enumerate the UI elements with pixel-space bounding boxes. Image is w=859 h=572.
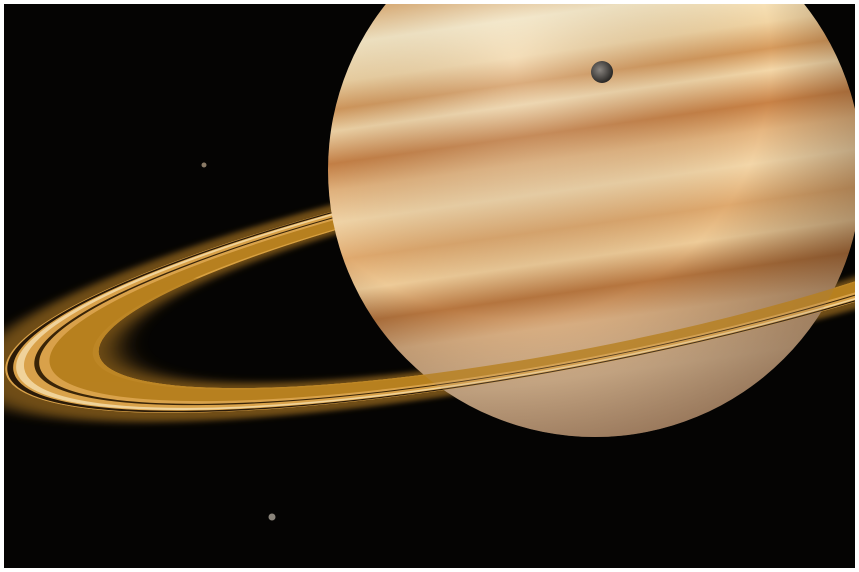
moon [201, 162, 207, 168]
moon [268, 513, 276, 521]
moon [591, 61, 613, 83]
rings-front [5, 205, 855, 413]
